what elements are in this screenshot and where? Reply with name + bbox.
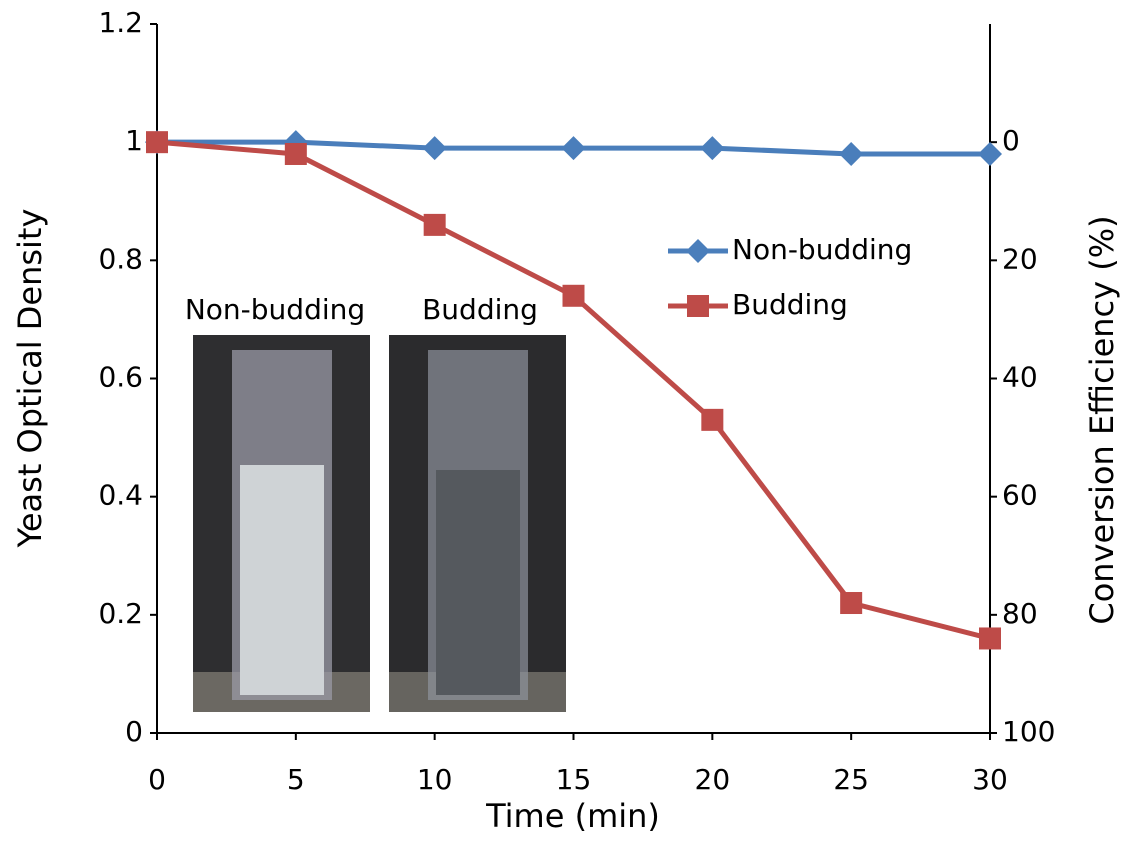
legend-marker [687, 295, 709, 317]
x-tick-label: 5 [287, 763, 305, 796]
y2-tick-label: 40 [1002, 361, 1038, 394]
liquid [240, 465, 324, 695]
legend-label: Budding [732, 288, 848, 321]
y-tick-label: 0.4 [98, 479, 143, 512]
annotation: Budding [422, 293, 538, 326]
chart: Non-budding Budding Time (min) Yeast Opt… [0, 0, 1126, 841]
y2-tick-label: 60 [1002, 479, 1038, 512]
y2-tick-label: 20 [1002, 242, 1038, 275]
data-point [839, 142, 863, 166]
data-point [146, 131, 168, 153]
x-tick-label: 30 [972, 763, 1008, 796]
legend-marker [686, 239, 710, 263]
data-point [285, 143, 307, 165]
data-point [563, 285, 585, 307]
inset-photos [193, 335, 566, 712]
data-point [979, 627, 1001, 649]
data-point [423, 136, 447, 160]
x-tick-label: 10 [417, 763, 453, 796]
y2-tick-label: 0 [1002, 124, 1020, 157]
x-tick-label: 25 [833, 763, 869, 796]
liquid [436, 470, 520, 695]
y2-axis-label: Conversion Efficiency (%) [1083, 215, 1121, 624]
x-axis-label: Time (min) [485, 797, 660, 835]
y-tick-label: 0.8 [98, 242, 143, 275]
annotation: Non-budding [185, 293, 365, 326]
y-tick-label: 0.6 [98, 361, 143, 394]
y-axis-label: Yeast Optical Density [11, 209, 49, 549]
y-tick-label: 0 [125, 715, 143, 748]
x-tick-label: 20 [695, 763, 731, 796]
y2-tick-label: 80 [1002, 597, 1038, 630]
y-tick-label: 1.2 [98, 6, 143, 39]
data-point [424, 214, 446, 236]
data-point [840, 592, 862, 614]
data-point [701, 409, 723, 431]
y-tick-label: 1 [125, 124, 143, 157]
x-tick-label: 15 [556, 763, 592, 796]
legend-label: Non-budding [732, 233, 912, 266]
data-point [978, 142, 1002, 166]
x-tick-label: 0 [148, 763, 166, 796]
data-point [562, 136, 586, 160]
data-point [700, 136, 724, 160]
y-tick-label: 0.2 [98, 597, 143, 630]
y2-tick-label: 100 [1002, 715, 1055, 748]
